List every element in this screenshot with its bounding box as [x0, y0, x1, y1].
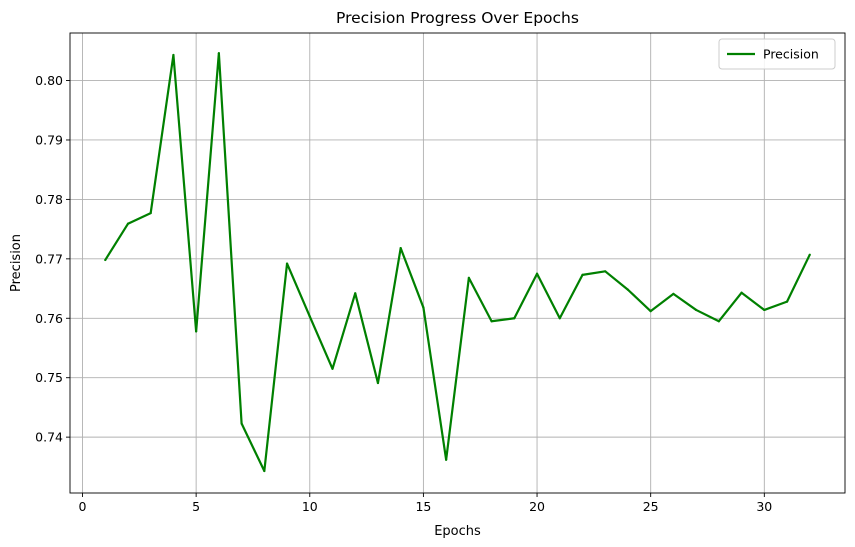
- x-tick-label: 20: [529, 499, 545, 514]
- data-point: [604, 270, 607, 273]
- data-point: [195, 330, 198, 333]
- data-point: [695, 308, 698, 312]
- data-point: [626, 288, 630, 291]
- data-point: [490, 320, 493, 323]
- data-point: [263, 469, 266, 473]
- y-tick-label: 0.74: [35, 430, 63, 445]
- plot-frame: [69, 32, 846, 494]
- data-point: [308, 315, 311, 318]
- data-point: [513, 317, 516, 320]
- x-tick-label: 30: [756, 499, 772, 514]
- x-tick-label: 15: [415, 499, 431, 514]
- data-point: [445, 458, 448, 461]
- data-point: [672, 292, 675, 296]
- data-point: [240, 422, 243, 425]
- data-point: [785, 300, 789, 303]
- data-point: [149, 211, 152, 215]
- data-point: [422, 306, 425, 309]
- axes: 0 5 10 15 20 25 30 0.74 0.75 0.76 0.77 0.78 0.79 0.80: [35, 32, 846, 514]
- x-tick-label: 25: [643, 499, 659, 514]
- y-tick-label: 0.80: [35, 73, 63, 88]
- series-layer: [104, 52, 811, 473]
- chart-title: Precision Progress Over Epochs: [336, 9, 579, 27]
- y-axis-title: Precision: [9, 234, 24, 292]
- y-tick-label: 0.78: [35, 192, 63, 207]
- x-axis-title: Epochs: [434, 524, 481, 539]
- data-point: [331, 367, 334, 370]
- legend: Precision: [718, 38, 836, 70]
- y-tick-label: 0.76: [35, 311, 63, 326]
- data-point: [354, 292, 357, 295]
- data-point: [535, 272, 539, 275]
- y-tick-label: 0.77: [35, 251, 63, 266]
- grid-lines: [70, 33, 845, 493]
- x-tick-label: 0: [79, 499, 87, 514]
- data-point: [649, 310, 652, 313]
- data-point: [126, 222, 130, 225]
- data-point: [467, 276, 470, 279]
- data-point: [399, 247, 402, 250]
- data-point: [285, 262, 289, 265]
- data-point: [217, 52, 220, 55]
- data-point: [740, 291, 743, 294]
- data-point: [172, 53, 175, 57]
- y-tick-label: 0.75: [35, 370, 63, 385]
- data-point: [808, 253, 811, 256]
- data-point: [763, 308, 766, 312]
- series-line-precision: [104, 52, 811, 473]
- legend-label-precision: Precision: [763, 47, 819, 62]
- data-point: [558, 317, 561, 320]
- legend-box: [718, 38, 836, 70]
- data-point: [104, 258, 107, 262]
- x-tick-label: 10: [302, 499, 318, 514]
- y-tick-label: 0.79: [35, 132, 63, 147]
- data-point: [717, 320, 720, 323]
- data-point: [376, 381, 380, 385]
- x-tick-label: 5: [192, 499, 200, 514]
- data-point: [581, 273, 584, 276]
